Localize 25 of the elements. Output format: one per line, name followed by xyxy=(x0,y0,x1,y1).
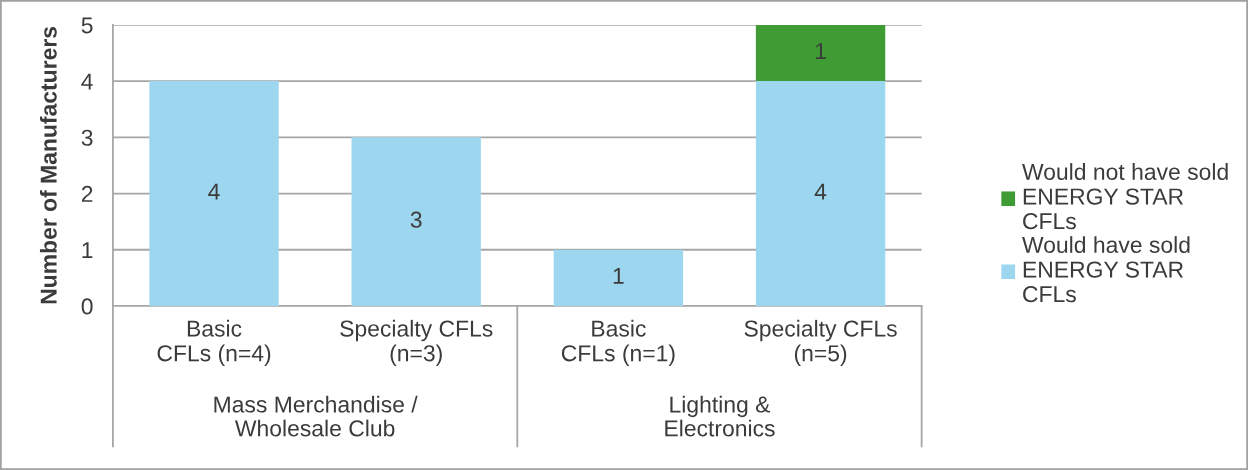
bar xyxy=(553,249,684,306)
data-label: 4 xyxy=(814,183,827,200)
bar xyxy=(351,137,481,306)
bar xyxy=(755,24,886,82)
y-tick-label: 0 xyxy=(81,298,93,315)
data-label: 4 xyxy=(208,183,220,200)
bar xyxy=(149,81,279,306)
x-tick-label: Basic CFLs (n=4) xyxy=(157,319,271,366)
text: Mass Merchandise / Wholesale Club xyxy=(214,395,418,437)
y-tick-label: 4 xyxy=(81,73,93,90)
legend-label: Would not have sold ENERGY STAR CFLs xyxy=(1022,163,1228,230)
y-tick-label: 1 xyxy=(82,242,93,259)
legend-label: Would have sold ENERGY STAR CFLs xyxy=(1022,236,1190,303)
y-tick-label: 3 xyxy=(81,129,93,146)
data-label: 1 xyxy=(613,268,624,284)
x-tick-label: Specialty CFLs (n=5) xyxy=(744,319,897,366)
data-label: 3 xyxy=(410,211,422,228)
x-tick-label: Specialty CFLs (n=3) xyxy=(340,319,493,366)
y-tick-label: 5 xyxy=(81,17,93,34)
x-tick-label: Basic CFLs (n=1) xyxy=(561,319,675,366)
text: Lighting & Electronics xyxy=(665,395,775,437)
y-tick-label: 2 xyxy=(81,185,93,202)
data-label: 1 xyxy=(815,43,826,59)
y-axis-title: Number of Manufacturers xyxy=(39,26,57,304)
bar xyxy=(755,81,886,306)
